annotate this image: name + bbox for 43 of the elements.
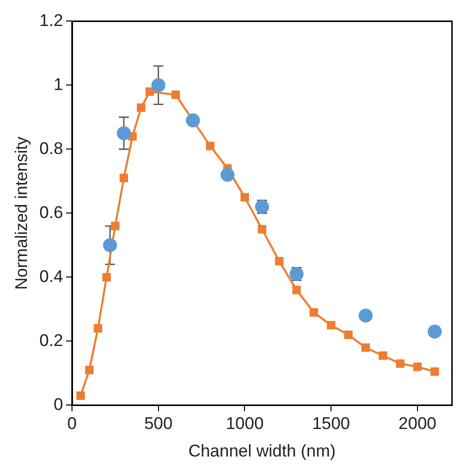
point: [220, 168, 234, 182]
point: [186, 113, 200, 128]
point: [275, 256, 284, 266]
point: [110, 222, 120, 230]
point: [136, 103, 146, 112]
y-tick-label: 1: [54, 74, 64, 94]
point: [292, 286, 301, 294]
point: [171, 90, 180, 100]
point: [151, 78, 166, 92]
point: [378, 351, 388, 360]
x-tick-label: 2000: [398, 414, 436, 434]
point: [102, 272, 111, 282]
point: [85, 366, 94, 374]
x-tick-label: 0: [67, 414, 77, 434]
x-tick-label: 500: [144, 414, 173, 434]
point: [310, 308, 318, 317]
y-tick-label: 0.6: [39, 202, 64, 222]
point: [76, 391, 85, 400]
point: [326, 320, 336, 330]
x-axis-title: Channel width (nm): [188, 441, 336, 460]
point: [116, 126, 131, 140]
point: [240, 192, 249, 202]
y-tick-label: 1.2: [39, 10, 64, 30]
x-tick-label: 1500: [312, 414, 350, 434]
point: [146, 87, 154, 96]
point: [206, 142, 214, 150]
point: [396, 359, 404, 368]
point: [344, 330, 353, 340]
point: [413, 362, 422, 372]
x-tick-label: 1000: [226, 414, 264, 434]
y-tick-label: 0.8: [39, 138, 64, 158]
point: [428, 324, 442, 339]
y-tick-label: 0: [54, 394, 64, 414]
point: [103, 238, 118, 252]
point: [358, 308, 373, 323]
point: [94, 324, 102, 333]
y-axis-title: Normalized intensity: [12, 136, 31, 290]
y-tick-label: 0.4: [39, 266, 64, 286]
point: [361, 343, 370, 352]
point: [120, 174, 128, 182]
point: [430, 367, 439, 376]
y-tick-label: 0.2: [39, 330, 64, 350]
point: [258, 224, 266, 234]
